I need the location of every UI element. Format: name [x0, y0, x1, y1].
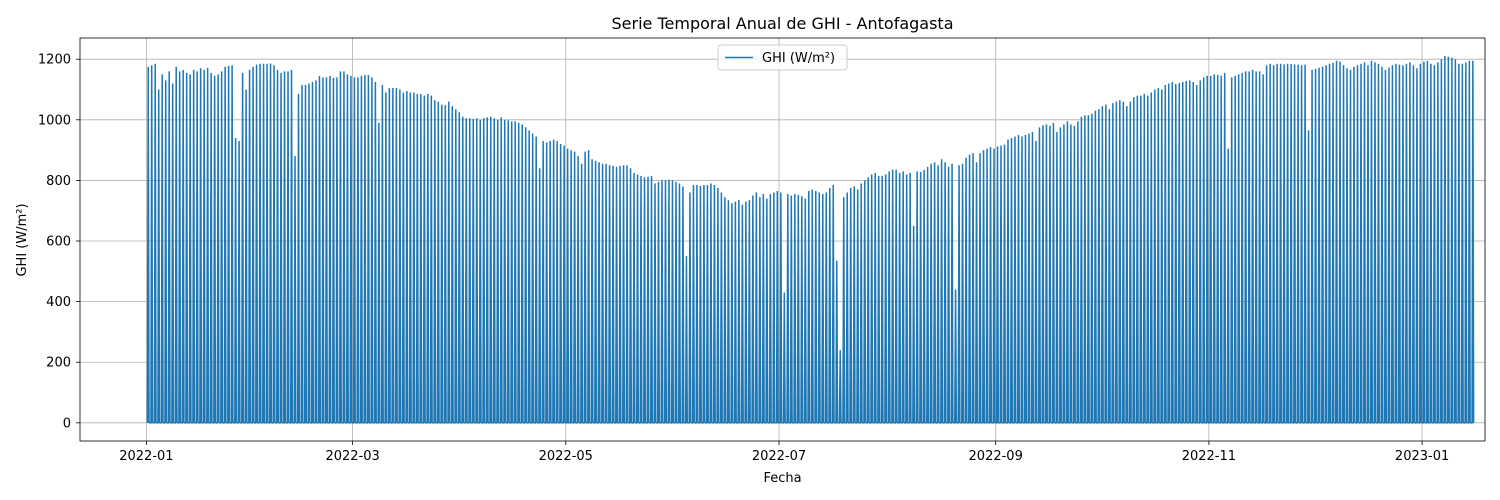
y-tick-label: 600: [46, 235, 71, 250]
x-tick-label: 2022-03: [325, 449, 379, 464]
series-layer: [146, 56, 1475, 424]
y-tick-label: 1200: [38, 53, 71, 68]
legend-box: [717, 44, 848, 71]
x-tick-label: 2022-05: [539, 449, 593, 464]
plot-area-frame: [79, 37, 1486, 442]
y-tick-label: 400: [46, 295, 71, 310]
y-tick-label: 0: [63, 416, 71, 431]
ghi-series-line: [146, 56, 1475, 424]
x-tick-label: 2022-09: [969, 449, 1023, 464]
y-tick-label: 1000: [38, 113, 71, 128]
chart-title: Serie Temporal Anual de GHI - Antofagast…: [612, 14, 954, 33]
axes: 2022-01 2022-03 2022-05 2022-07 2022-09 2022-…: [38, 53, 1449, 464]
legend: GHI (W/m²): [717, 44, 848, 71]
x-tick-label: 2022-01: [119, 449, 173, 464]
y-axis-label: GHI (W/m²): [15, 203, 30, 276]
x-axis-label: Fecha: [763, 471, 801, 486]
x-tick-label: 2022-11: [1182, 449, 1236, 464]
y-tick-label: 800: [46, 174, 71, 189]
y-tick-label: 200: [46, 356, 71, 371]
x-tick-label: 2023-01: [1395, 449, 1449, 464]
x-tick-label: 2022-07: [752, 449, 806, 464]
plot-area-background: [80, 38, 1485, 441]
legend-label: GHI (W/m²): [762, 51, 835, 66]
